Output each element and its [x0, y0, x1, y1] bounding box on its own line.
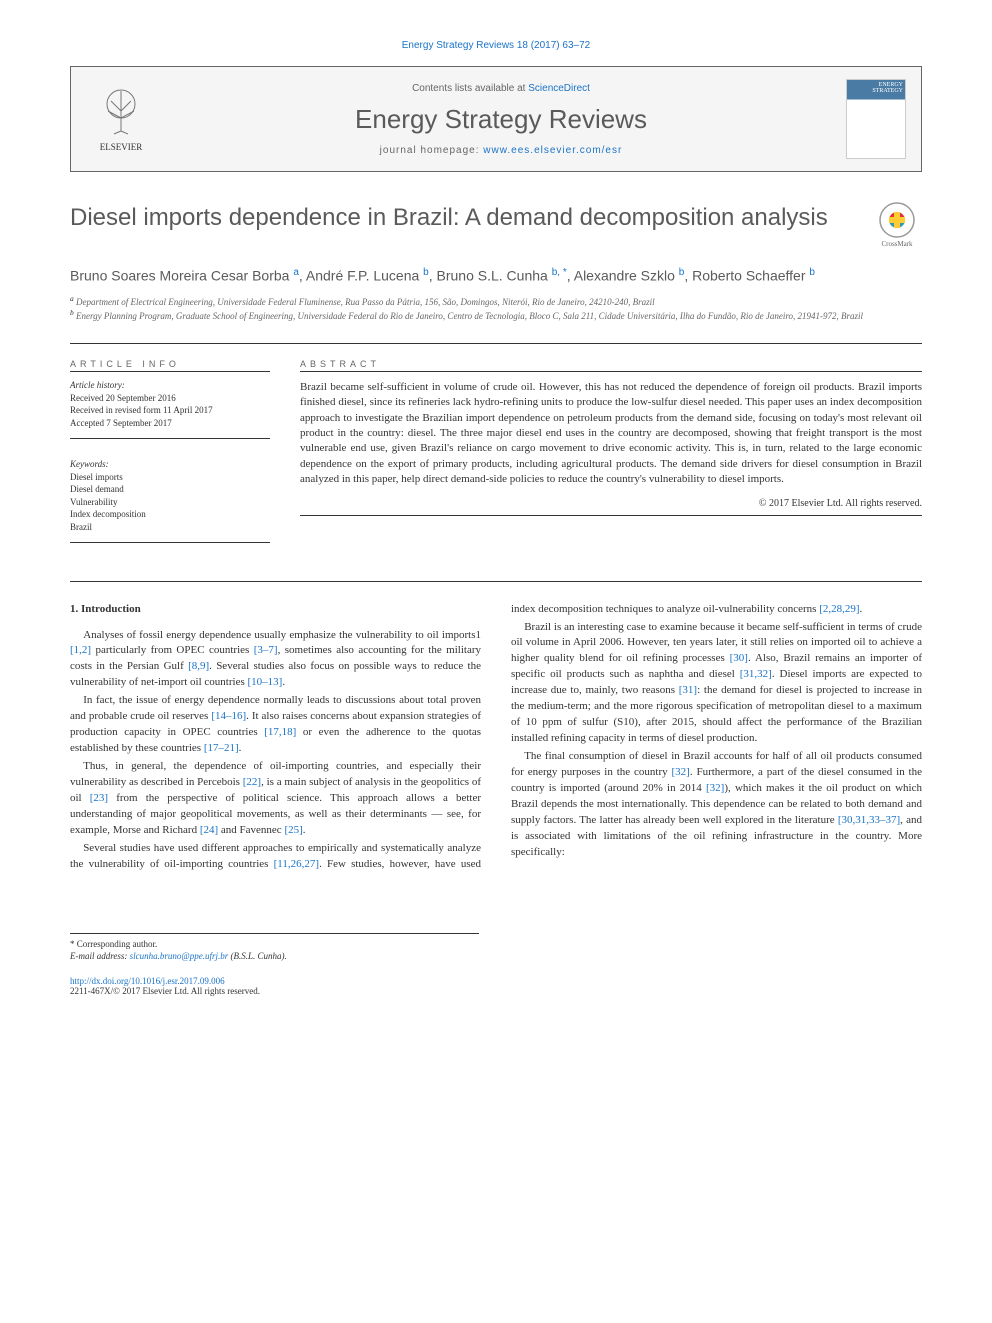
page-container: Energy Strategy Reviews 18 (2017) 63–72 … [0, 0, 992, 1046]
doi-link[interactable]: http://dx.doi.org/10.1016/j.esr.2017.09.… [70, 976, 225, 986]
publisher-logo: ELSEVIER [86, 86, 156, 152]
body-paragraph: In fact, the issue of energy dependence … [70, 693, 481, 757]
publisher-name: ELSEVIER [86, 142, 156, 152]
keyword-item: Brazil [70, 521, 270, 534]
divider [70, 343, 922, 344]
title-row: Diesel imports dependence in Brazil: A d… [70, 202, 922, 252]
info-divider [70, 438, 270, 439]
article-info-col: ARTICLE INFO Article history: Received 2… [70, 359, 270, 551]
homepage-prefix: journal homepage: [380, 145, 484, 156]
abstract-text: Brazil became self-sufficient in volume … [300, 380, 922, 488]
doi-line: http://dx.doi.org/10.1016/j.esr.2017.09.… [70, 976, 922, 996]
history-received: Received 20 September 2016 [70, 392, 270, 405]
email-label: E-mail address: [70, 951, 130, 961]
paragraphs-container: Analyses of fossil energy dependence usu… [70, 602, 922, 873]
keyword-item: Index decomposition [70, 508, 270, 521]
keywords-list: Diesel importsDiesel demandVulnerability… [70, 471, 270, 534]
journal-homepage: journal homepage: www.ees.elsevier.com/e… [156, 145, 846, 156]
journal-name: Energy Strategy Reviews [156, 104, 846, 135]
abstract-divider [300, 371, 922, 372]
sciencedirect-link[interactable]: ScienceDirect [528, 83, 590, 94]
abstract-heading: ABSTRACT [300, 359, 922, 369]
email-line: E-mail address: slcunha.bruno@ppe.ufrj.b… [70, 951, 479, 961]
body-text: 1. Introduction Analyses of fossil energ… [70, 602, 922, 873]
abstract-copyright: © 2017 Elsevier Ltd. All rights reserved… [300, 498, 922, 509]
contents-available: Contents lists available at ScienceDirec… [156, 83, 846, 94]
corresponding-label: * Corresponding author. [70, 939, 479, 949]
keyword-item: Vulnerability [70, 496, 270, 509]
body-paragraph: The final consumption of diesel in Brazi… [511, 749, 922, 861]
crossmark-label: CrossMark [872, 240, 922, 248]
body-paragraph: Analyses of fossil energy dependence usu… [70, 628, 481, 692]
keywords-label: Keywords: [70, 459, 270, 469]
cover-label: ENERGY STRATEGY [849, 82, 903, 94]
corresponding-footer: * Corresponding author. E-mail address: … [70, 933, 479, 961]
body-divider [70, 581, 922, 582]
homepage-link[interactable]: www.ees.elsevier.com/esr [483, 145, 622, 156]
affiliation-b: b Energy Planning Program, Graduate Scho… [70, 308, 922, 323]
info-abstract-row: ARTICLE INFO Article history: Received 2… [70, 359, 922, 551]
history-label: Article history: [70, 380, 270, 390]
crossmark-icon [879, 202, 915, 238]
keyword-item: Diesel imports [70, 471, 270, 484]
history-revised: Received in revised form 11 April 2017 [70, 404, 270, 417]
article-title: Diesel imports dependence in Brazil: A d… [70, 202, 852, 233]
keyword-item: Diesel demand [70, 483, 270, 496]
abstract-col: ABSTRACT Brazil became self-sufficient i… [300, 359, 922, 551]
keywords-block: Keywords: Diesel importsDiesel demandVul… [70, 459, 270, 543]
article-info-heading: ARTICLE INFO [70, 359, 270, 369]
info-divider [70, 371, 270, 372]
contents-prefix: Contents lists available at [412, 83, 528, 94]
journal-header: ELSEVIER Contents lists available at Sci… [70, 66, 922, 172]
affiliations: a Department of Electrical Engineering, … [70, 294, 922, 323]
info-divider [70, 542, 270, 543]
email-suffix: (B.S.L. Cunha). [228, 951, 287, 961]
elsevier-tree-icon [96, 86, 146, 136]
body-paragraph: Brazil is an interesting case to examine… [511, 620, 922, 748]
journal-cover-thumb: ENERGY STRATEGY [846, 79, 906, 159]
citation-line: Energy Strategy Reviews 18 (2017) 63–72 [70, 40, 922, 51]
header-center: Contents lists available at ScienceDirec… [156, 83, 846, 156]
history-accepted: Accepted 7 September 2017 [70, 417, 270, 430]
crossmark-badge[interactable]: CrossMark [872, 202, 922, 252]
section-heading: 1. Introduction [70, 602, 481, 618]
authors-line: Bruno Soares Moreira Cesar Borba a, Andr… [70, 267, 922, 284]
issn-copyright: 2211-467X/© 2017 Elsevier Ltd. All right… [70, 986, 260, 996]
abstract-bottom-divider [300, 515, 922, 516]
email-link[interactable]: slcunha.bruno@ppe.ufrj.br [130, 951, 229, 961]
body-paragraph: Thus, in general, the dependence of oil-… [70, 759, 481, 839]
affiliation-a: a Department of Electrical Engineering, … [70, 294, 922, 309]
